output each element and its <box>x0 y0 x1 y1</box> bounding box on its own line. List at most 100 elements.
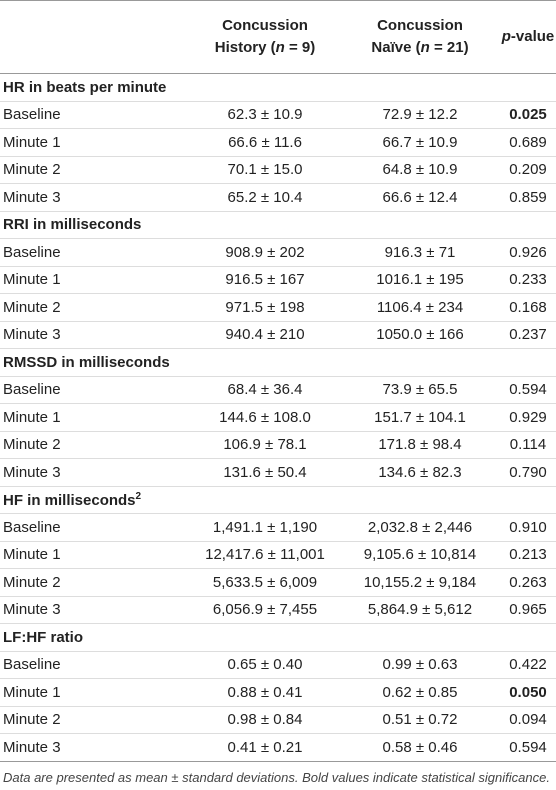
header-cell: Concussion Naïve (n = 21) <box>340 0 500 74</box>
header-text: Naïve ( <box>371 39 421 56</box>
data-row: Minute 3 0.41 ± 0.21 0.58 ± 0.46 0.594 <box>0 733 556 762</box>
row-label: Minute 1 <box>0 403 190 432</box>
cell: 0.98 ± 0.84 <box>190 706 340 734</box>
section-title-text: HR in beats per minute <box>3 78 167 96</box>
section-row: HF in milliseconds2 <box>0 486 556 514</box>
cell: 908.9 ± 202 <box>190 238 340 267</box>
cell: 0.929 <box>500 403 556 432</box>
cell: 5,864.9 ± 5,612 <box>340 596 500 624</box>
cell: 916.5 ± 167 <box>190 266 340 294</box>
cell: 0.689 <box>500 128 556 157</box>
header-text: Concussion <box>222 17 308 34</box>
header-empty <box>0 0 190 74</box>
cell: 106.9 ± 78.1 <box>190 431 340 459</box>
data-row: Baseline 68.4 ± 36.4 73.9 ± 65.5 0.594 <box>0 376 556 404</box>
data-row: Minute 2 0.98 ± 0.84 0.51 ± 0.72 0.094 <box>0 706 556 734</box>
row-label: Minute 1 <box>0 541 190 569</box>
row-label: Minute 2 <box>0 431 190 459</box>
row-label: Minute 2 <box>0 568 190 597</box>
data-table: Concussion History (n = 9) Concussion Naïv… <box>0 0 556 762</box>
data-row: Minute 3 131.6 ± 50.4 134.6 ± 82.3 0.790 <box>0 458 556 487</box>
data-row: Baseline 0.65 ± 0.40 0.99 ± 0.63 0.422 <box>0 651 556 679</box>
section-row: RRI in milliseconds <box>0 211 556 239</box>
cell: 10,155.2 ± 9,184 <box>340 568 500 597</box>
section-title: RMSSD in milliseconds <box>0 348 556 377</box>
cell: 0.594 <box>500 733 556 762</box>
cell: 2,032.8 ± 2,446 <box>340 513 500 542</box>
row-label: Minute 3 <box>0 458 190 487</box>
cell: 0.41 ± 0.21 <box>190 733 340 762</box>
cell: 0.050 <box>500 678 556 707</box>
cell: 151.7 ± 104.1 <box>340 403 500 432</box>
cell: 0.65 ± 0.40 <box>190 651 340 679</box>
cell: 66.7 ± 10.9 <box>340 128 500 157</box>
footnote: Data are presented as mean ± standard de… <box>3 769 550 785</box>
section-title-text: RRI in milliseconds <box>3 216 142 234</box>
data-row: Minute 1 144.6 ± 108.0 151.7 ± 104.1 0.929 <box>0 403 556 432</box>
data-row: Minute 1 916.5 ± 167 1016.1 ± 195 0.233 <box>0 266 556 294</box>
header-text: -value <box>510 28 555 45</box>
cell: 0.859 <box>500 183 556 212</box>
cell: 0.237 <box>500 321 556 349</box>
cell: 0.790 <box>500 458 556 487</box>
section-title-text: LF:HF ratio <box>3 628 83 646</box>
cell: 0.114 <box>500 431 556 459</box>
cell: 9,105.6 ± 10,814 <box>340 541 500 569</box>
row-label: Baseline <box>0 101 190 129</box>
cell: 1,491.1 ± 1,190 <box>190 513 340 542</box>
cell: 0.263 <box>500 568 556 597</box>
header-text: p <box>501 28 511 45</box>
cell: 12,417.6 ± 11,001 <box>190 541 340 569</box>
row-label: Minute 2 <box>0 156 190 184</box>
header-text: = 9) <box>284 39 316 56</box>
data-row: Minute 2 5,633.5 ± 6,009 10,155.2 ± 9,184 0… <box>0 568 556 597</box>
table-body: HR in beats per minute Baseline 62.3 ± 10.… <box>0 73 556 762</box>
row-label: Minute 3 <box>0 321 190 349</box>
cell: 72.9 ± 12.2 <box>340 101 500 129</box>
cell: 171.8 ± 98.4 <box>340 431 500 459</box>
cell: 0.422 <box>500 651 556 679</box>
superscript: 2 <box>135 490 142 502</box>
cell: 62.3 ± 10.9 <box>190 101 340 129</box>
section-title-text: RMSSD in milliseconds <box>3 353 170 371</box>
cell: 0.926 <box>500 238 556 267</box>
data-row: Minute 1 0.88 ± 0.41 0.62 ± 0.85 0.050 <box>0 678 556 707</box>
section-title: HR in beats per minute <box>0 73 556 102</box>
row-label: Minute 3 <box>0 596 190 624</box>
cell: 1016.1 ± 195 <box>340 266 500 294</box>
cell: 70.1 ± 15.0 <box>190 156 340 184</box>
row-label: Baseline <box>0 651 190 679</box>
header-text: Concussion <box>377 17 463 34</box>
cell: 971.5 ± 198 <box>190 293 340 322</box>
cell: 0.094 <box>500 706 556 734</box>
cell: 73.9 ± 65.5 <box>340 376 500 404</box>
data-row: Minute 2 70.1 ± 15.0 64.8 ± 10.9 0.209 <box>0 156 556 184</box>
header-text: History ( <box>214 39 276 56</box>
row-label: Minute 3 <box>0 183 190 212</box>
cell: 6,056.9 ± 7,455 <box>190 596 340 624</box>
cell: 1050.0 ± 166 <box>340 321 500 349</box>
data-row: Baseline 908.9 ± 202 916.3 ± 71 0.926 <box>0 238 556 267</box>
cell: 5,633.5 ± 6,009 <box>190 568 340 597</box>
row-label: Minute 1 <box>0 678 190 707</box>
header-text: n <box>275 39 285 56</box>
data-row: Minute 3 940.4 ± 210 1050.0 ± 166 0.237 <box>0 321 556 349</box>
cell: 0.58 ± 0.46 <box>340 733 500 762</box>
cell: 65.2 ± 10.4 <box>190 183 340 212</box>
section-row: HR in beats per minute <box>0 73 556 102</box>
row-label: Baseline <box>0 238 190 267</box>
cell: 0.209 <box>500 156 556 184</box>
data-row: Minute 3 6,056.9 ± 7,455 5,864.9 ± 5,612 0.… <box>0 596 556 624</box>
cell: 0.213 <box>500 541 556 569</box>
cell: 66.6 ± 11.6 <box>190 128 340 157</box>
data-row: Minute 1 12,417.6 ± 11,001 9,105.6 ± 10,81… <box>0 541 556 569</box>
header-text: n <box>420 39 430 56</box>
section-title: LF:HF ratio <box>0 623 556 652</box>
data-row: Baseline 1,491.1 ± 1,190 2,032.8 ± 2,446 0.… <box>0 513 556 542</box>
cell: 916.3 ± 71 <box>340 238 500 267</box>
header-cell: p-value <box>500 0 556 74</box>
cell: 0.88 ± 0.41 <box>190 678 340 707</box>
cell: 144.6 ± 108.0 <box>190 403 340 432</box>
cell: 0.594 <box>500 376 556 404</box>
